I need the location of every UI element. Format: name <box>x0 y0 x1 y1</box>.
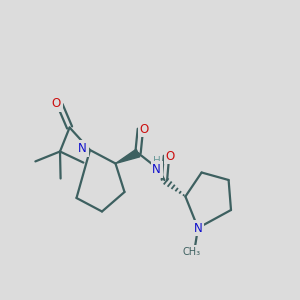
Text: O: O <box>140 122 148 136</box>
Text: H: H <box>153 156 160 166</box>
Text: N: N <box>194 221 202 235</box>
Polygon shape <box>116 149 140 164</box>
Text: O: O <box>166 149 175 163</box>
Text: CH₃: CH₃ <box>182 247 200 257</box>
Text: N: N <box>78 142 87 155</box>
Text: O: O <box>52 97 61 110</box>
Text: N: N <box>152 163 161 176</box>
